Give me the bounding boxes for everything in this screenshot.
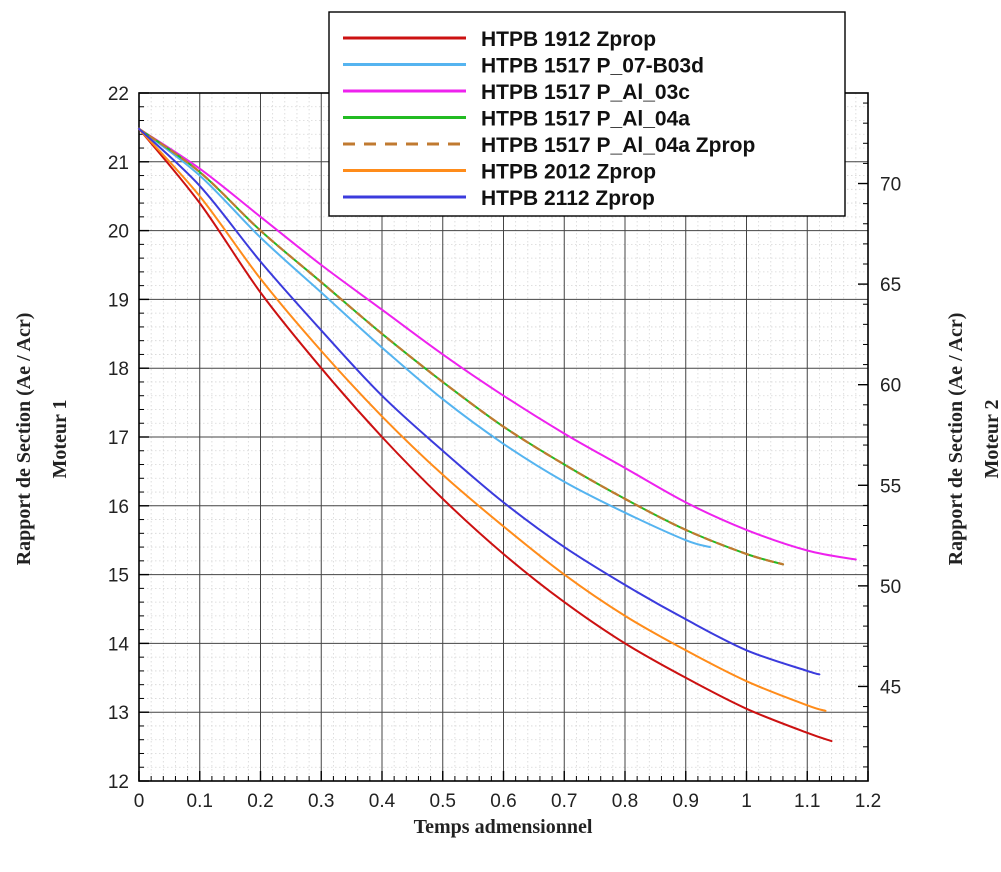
y-right-axis-title-line1: Rapport de Section (Ae / Acr) xyxy=(945,313,967,566)
x-tick-label: 0.9 xyxy=(673,791,699,812)
y-right-tick-label: 50 xyxy=(880,577,901,598)
y-right-axis-title-line2: Moteur 2 xyxy=(981,399,1001,478)
legend: HTPB 1912 Zprop HTPB 1517 P_07-B03d HTPB 1… xyxy=(328,11,846,217)
legend-label-7: HTPB 2112 Zprop xyxy=(481,187,655,210)
y-left-tick-label: 15 xyxy=(108,566,129,587)
y-right-tick-label: 45 xyxy=(880,677,901,698)
series-line-5 xyxy=(137,127,785,566)
x-tick-label: 0.5 xyxy=(430,791,456,812)
series-line-1 xyxy=(138,127,833,743)
x-tick-label: 1 xyxy=(741,791,752,812)
y-left-tick-label: 22 xyxy=(108,84,129,105)
x-tick-label: 1.1 xyxy=(794,791,820,812)
y-right-tick-label: 70 xyxy=(880,175,901,196)
x-tick-label: 0 xyxy=(134,791,145,812)
x-tick-label: 0.8 xyxy=(612,791,638,812)
y-left-axis-title-line1: Rapport de Section (Ae / Acr) xyxy=(13,313,35,566)
series-line-3 xyxy=(138,127,857,561)
y-right-tick-label: 65 xyxy=(880,275,901,296)
y-left-tick-label: 17 xyxy=(108,428,129,449)
series-lines xyxy=(137,127,857,743)
y-left-tick-label: 19 xyxy=(108,290,129,311)
legend-label-6: HTPB 2012 Zprop xyxy=(481,161,656,184)
x-tick-label: 0.7 xyxy=(551,791,577,812)
legend-box xyxy=(328,11,846,217)
series-line-2 xyxy=(138,127,711,549)
y-left-axis-title-line2: Moteur 1 xyxy=(49,399,71,478)
x-tick-label: 0.4 xyxy=(369,791,396,812)
y-left-axis-title: Rapport de Section (Ae / Acr) Moteur 1 xyxy=(13,313,71,566)
x-tick-label: 0.3 xyxy=(308,791,334,812)
y-right-tick-labels: 45 50 55 60 65 70 xyxy=(880,175,901,699)
legend-label-2: HTPB 1517 P_07-B03d xyxy=(481,55,704,78)
x-tick-label: 0.2 xyxy=(247,791,273,812)
y-left-tick-labels: 12 13 14 15 16 17 18 19 20 21 22 xyxy=(108,84,130,793)
legend-label-4: HTPB 1517 P_Al_04a xyxy=(481,108,690,131)
y-right-tick-label: 55 xyxy=(880,476,901,497)
series-line-7 xyxy=(138,127,821,676)
y-left-tick-label: 14 xyxy=(108,634,130,655)
y-left-tick-label: 12 xyxy=(108,772,129,793)
x-tick-labels: 0 0.1 0.2 0.3 0.4 0.5 0.6 0.7 0.8 0.9 1 1.1 1.2 xyxy=(134,791,882,812)
x-tick-label: 0.6 xyxy=(490,791,516,812)
legend-label-1: HTPB 1912 Zprop xyxy=(481,28,656,51)
y-right-axis-title: Rapport de Section (Ae / Acr) Moteur 2 xyxy=(945,313,1001,566)
legend-label-5: HTPB 1517 P_Al_04a Zprop xyxy=(481,134,755,157)
x-tick-label: 1.2 xyxy=(855,791,881,812)
tick-marks xyxy=(138,92,869,782)
x-tick-label: 0.1 xyxy=(187,791,213,812)
y-right-tick-label: 60 xyxy=(880,376,901,397)
y-left-tick-label: 18 xyxy=(108,359,129,380)
legend-label-3: HTPB 1517 P_Al_03c xyxy=(481,81,690,104)
y-left-tick-label: 21 xyxy=(108,153,129,174)
y-left-tick-label: 13 xyxy=(108,703,129,724)
x-axis-title: Temps admensionnel xyxy=(414,816,593,838)
y-left-tick-label: 20 xyxy=(108,222,129,243)
series-line-6 xyxy=(138,127,827,712)
y-left-tick-label: 16 xyxy=(108,497,129,518)
